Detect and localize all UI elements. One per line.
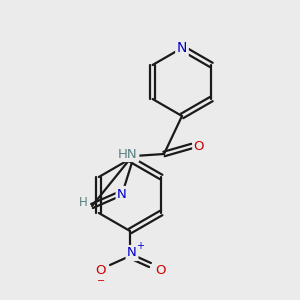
- Text: N: N: [177, 41, 187, 55]
- Text: O: O: [194, 140, 204, 152]
- Text: O: O: [96, 265, 106, 278]
- Text: H: H: [79, 196, 87, 208]
- Text: O: O: [156, 265, 166, 278]
- Text: N: N: [127, 247, 137, 260]
- Text: HN: HN: [118, 148, 138, 160]
- Text: −: −: [97, 276, 105, 286]
- Text: +: +: [136, 241, 144, 251]
- Text: N: N: [117, 188, 127, 200]
